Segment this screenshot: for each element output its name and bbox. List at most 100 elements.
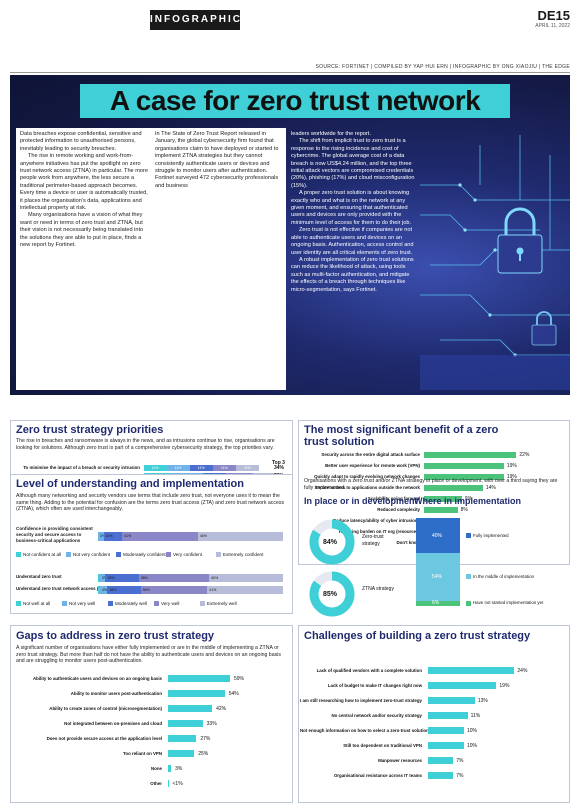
gaps-body: A significant number of organisations ha… bbox=[16, 645, 281, 665]
challenge-bar bbox=[428, 772, 454, 779]
legend-text: In the middle of implementation bbox=[473, 573, 535, 579]
priority-segment-label: 11% bbox=[174, 466, 182, 470]
gap-label: Other bbox=[150, 781, 162, 786]
intro-paragraph: The shift from implicit trust to zero tr… bbox=[291, 138, 415, 189]
understanding-body: Although many networking and security ve… bbox=[16, 493, 285, 513]
challenge-bar bbox=[428, 727, 464, 734]
challenge-bar bbox=[428, 712, 468, 719]
benefit-title: The most significant benefit of a zero t… bbox=[304, 424, 499, 448]
benefit-label: Secure access to applications outside th… bbox=[314, 485, 420, 490]
priority-segment bbox=[213, 465, 237, 471]
challenge-bar bbox=[428, 667, 515, 674]
benefit-label: Quickly adapt to rapidly evolving networ… bbox=[314, 474, 420, 479]
gaps-title: Gaps to address in zero trust strategy bbox=[16, 630, 215, 642]
challenge-bar bbox=[428, 682, 497, 689]
implementation-intro: Organisations with a zero trust and/or Z… bbox=[304, 478, 558, 491]
gap-bar bbox=[168, 705, 213, 712]
donut-label: Zero-trust strategy bbox=[362, 534, 384, 547]
priority-segment-label: 11% bbox=[151, 466, 159, 470]
benefit-label: Security across the entire digital attac… bbox=[321, 452, 420, 457]
small-padlock-icon bbox=[531, 311, 557, 346]
donut-value: 84% bbox=[323, 539, 338, 546]
legend-text: Extremely confident bbox=[223, 552, 264, 557]
gap-value: <1% bbox=[172, 781, 183, 787]
top3-header: Top 3 bbox=[272, 460, 285, 466]
gap-label: Too reliant on VPN bbox=[123, 751, 162, 756]
understanding-segment bbox=[99, 574, 106, 582]
gap-bar bbox=[168, 690, 225, 697]
intro-paragraph: The rise in remote working and work-from… bbox=[20, 153, 148, 212]
legend-text: Moderately confident bbox=[123, 552, 166, 557]
legend-swatch bbox=[16, 601, 21, 607]
confidence-label: Confidence in providing consistent secur… bbox=[16, 526, 93, 543]
priority-segment bbox=[190, 465, 214, 471]
priority-segment bbox=[236, 465, 260, 471]
challenge-label: Still too dependent on traditional VPN bbox=[343, 743, 422, 748]
understanding-segment-label: 18% bbox=[107, 576, 115, 580]
confidence-legend-item: Moderately confident bbox=[116, 552, 166, 558]
understanding-segment-label: 38% bbox=[140, 576, 148, 580]
challenge-value: 7% bbox=[456, 773, 464, 779]
gap-value: 27% bbox=[200, 736, 211, 742]
intro-paragraph: Many organisations have a vision of what… bbox=[20, 212, 144, 249]
implementation-segment bbox=[416, 600, 460, 606]
priority-segment bbox=[144, 465, 168, 471]
priorities-title: Zero trust strategy priorities bbox=[16, 424, 164, 436]
understanding-legend-item: Extremely well bbox=[200, 601, 237, 607]
implementation-left-title: In place or in development bbox=[304, 496, 418, 506]
strategy-donut bbox=[309, 571, 355, 617]
issue-code: DE15 bbox=[537, 8, 570, 23]
priority-segment bbox=[167, 465, 191, 471]
confidence-legend-item: Not very confident bbox=[66, 552, 110, 558]
confidence-segment-label: 3% bbox=[100, 534, 105, 538]
challenge-label: Lack of budget to make IT changes right … bbox=[327, 683, 422, 688]
gap-bar bbox=[168, 720, 203, 727]
gap-value: 42% bbox=[216, 706, 227, 712]
issue-date: APRIL 11, 2022 bbox=[535, 23, 570, 29]
challenge-value: 10% bbox=[467, 743, 478, 749]
legend-text: Have not started implementation yet bbox=[473, 600, 544, 606]
challenge-value: 10% bbox=[467, 728, 478, 734]
understanding-segment-label: 4% bbox=[101, 588, 108, 592]
implementation-right-title: Where in implementation bbox=[414, 496, 522, 506]
understanding-segment bbox=[140, 586, 208, 594]
legend-swatch bbox=[466, 574, 471, 580]
understanding-segment-label: 40% bbox=[211, 576, 219, 580]
legend-swatch bbox=[16, 552, 21, 558]
source-line: SOURCE: FORTINET | COMPILED BY YAP HUI E… bbox=[315, 64, 570, 70]
circuit-lock-illustration bbox=[420, 135, 570, 390]
page-title: A case for zero trust network bbox=[109, 85, 481, 116]
legend-swatch bbox=[166, 552, 171, 558]
understanding-segment bbox=[209, 574, 283, 582]
benefit-value: 8% bbox=[460, 507, 468, 513]
understanding-segment bbox=[98, 574, 100, 582]
intro-column-1: Data breaches expose confidential, sensi… bbox=[20, 131, 148, 250]
challenge-value: 11% bbox=[470, 713, 481, 719]
implementation-legend-item: Have not started implementation yet bbox=[466, 600, 556, 606]
intro-paragraph: A robust implementation of zero trust so… bbox=[291, 256, 414, 293]
benefit-label: Better user experience for remote work (… bbox=[325, 463, 420, 468]
legend-text: Extremely well bbox=[207, 601, 237, 606]
benefit-bar bbox=[424, 507, 458, 513]
strategy-donut bbox=[309, 519, 355, 565]
legend-text: Not very well bbox=[69, 601, 96, 606]
implementation-segment bbox=[416, 553, 460, 601]
gap-value: 54% bbox=[228, 691, 239, 697]
legend-text: Very well bbox=[161, 601, 180, 606]
challenge-value: 24% bbox=[517, 668, 528, 674]
benefit-label: Don't know bbox=[396, 540, 420, 545]
benefit-value: 19% bbox=[506, 474, 517, 480]
challenge-label: Lack of qualified vendors with a complet… bbox=[316, 668, 422, 673]
donut-value: 85% bbox=[323, 591, 338, 598]
legend-swatch bbox=[154, 601, 159, 607]
understanding-label: Understand zero trust bbox=[16, 574, 62, 579]
divider bbox=[10, 72, 570, 73]
donut-slice bbox=[309, 571, 355, 617]
challenge-bar bbox=[428, 757, 454, 764]
legend-text: Moderately well bbox=[115, 601, 147, 606]
padlock-icon bbox=[497, 207, 543, 274]
understanding-segment-label: 3% bbox=[102, 576, 107, 580]
benefit-value: 14% bbox=[485, 485, 496, 491]
understanding-legend-item: Not very well bbox=[62, 601, 96, 607]
confidence-legend-item: Not confident at all bbox=[16, 552, 61, 558]
